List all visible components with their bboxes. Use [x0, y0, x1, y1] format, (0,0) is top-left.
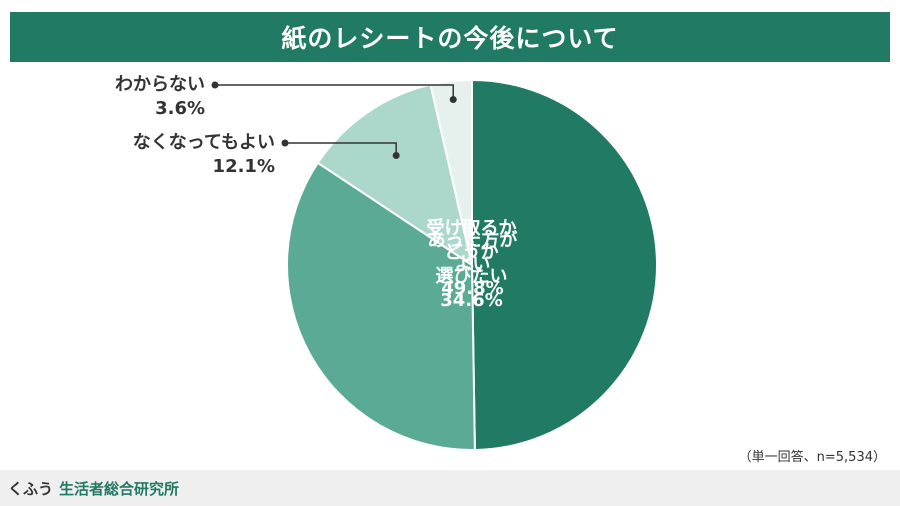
value-label: 49.8% [441, 277, 504, 299]
value-label: 3.6% [155, 98, 205, 119]
pie-slice [471, 78, 658, 451]
leader-line [215, 84, 454, 100]
pie-slice [286, 161, 476, 451]
pie-slice [316, 83, 474, 268]
value-label: 12.1% [212, 156, 275, 177]
footer: くふう 生活者総合研究所 [0, 470, 900, 506]
leader-dot [281, 139, 289, 147]
slice-label: わからない [115, 74, 205, 95]
note: （単一回答、n=5,534） [738, 450, 886, 465]
leader-line [285, 142, 397, 156]
slice-label: 受け取るか どうか 選びたい [426, 218, 517, 288]
chart-title: 紙のレシートの今後について [10, 12, 890, 62]
leader-dot [392, 151, 400, 159]
slice-label: あった方が よい [427, 229, 518, 275]
slice-label: なくなってもよい [132, 132, 275, 153]
value-label: 34.6% [440, 290, 503, 312]
brand: くふう [8, 479, 54, 498]
leader-dot [449, 96, 457, 104]
leader-dot [211, 81, 219, 89]
org: 生活者総合研究所 [59, 479, 180, 498]
